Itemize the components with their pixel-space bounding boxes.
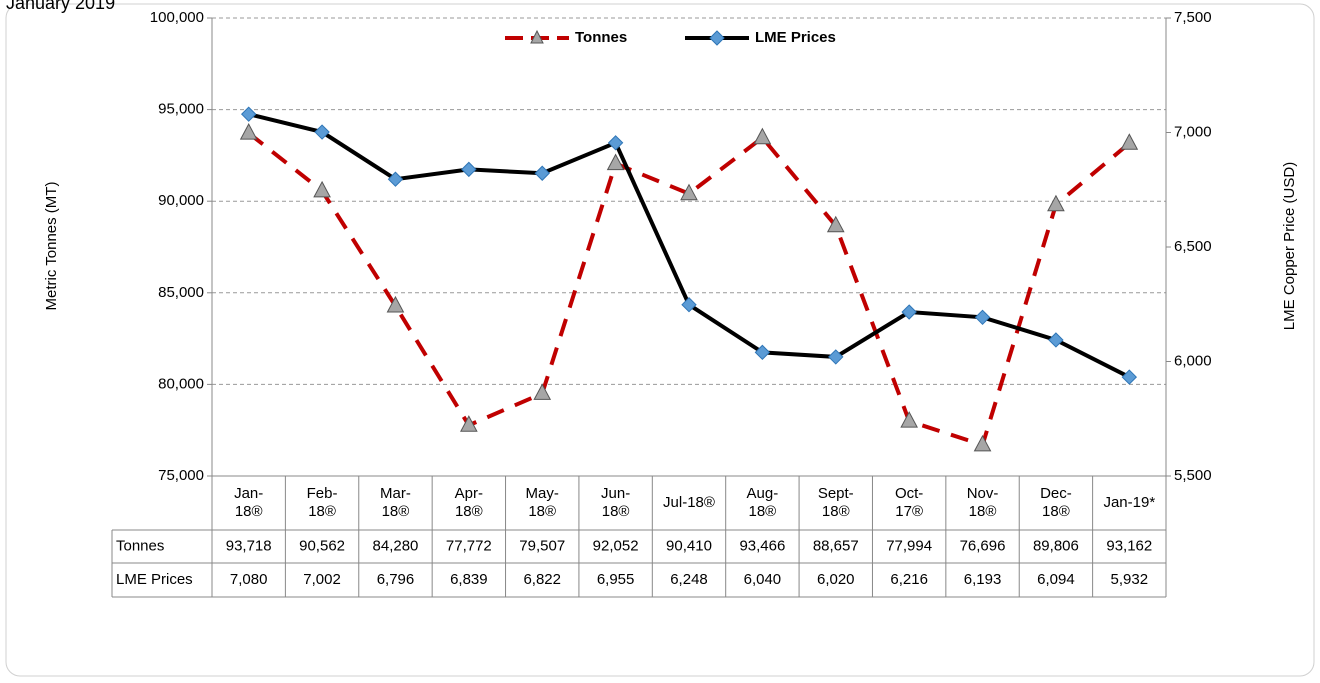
table-cell: 84,280 bbox=[373, 537, 419, 554]
y2-tick-label: 7,000 bbox=[1174, 123, 1212, 140]
y-tick-label: 75,000 bbox=[158, 467, 204, 484]
triangle-marker bbox=[239, 123, 258, 140]
y2-axis-title: LME Copper Price (USD) bbox=[1281, 162, 1298, 330]
table-cell: 93,718 bbox=[226, 537, 272, 554]
y-tick-label: 85,000 bbox=[158, 284, 204, 301]
triangle-marker bbox=[533, 383, 552, 400]
diamond-marker bbox=[461, 161, 477, 178]
y-tick-label: 90,000 bbox=[158, 192, 204, 209]
diamond-marker bbox=[681, 297, 697, 313]
x-tick-label: Apr-18® bbox=[455, 485, 483, 520]
table-row-label: Tonnes bbox=[116, 537, 164, 554]
series-line bbox=[248, 112, 1131, 379]
table-cell: 77,772 bbox=[446, 537, 492, 554]
x-tick-label: Mar-18® bbox=[380, 485, 411, 520]
x-tick-label: Jan-19* bbox=[1103, 494, 1155, 511]
diamond-marker bbox=[534, 165, 550, 181]
table-cell: 93,466 bbox=[739, 537, 785, 554]
triangle-marker bbox=[826, 215, 845, 233]
triangle-marker bbox=[900, 411, 918, 428]
legend-label: LME Prices bbox=[755, 29, 836, 46]
table-cell: 90,562 bbox=[299, 537, 345, 554]
y-tick-label: 80,000 bbox=[158, 375, 204, 392]
triangle-marker bbox=[680, 183, 698, 201]
x-tick-label: Sept-18® bbox=[818, 485, 854, 520]
diamond-marker bbox=[314, 124, 330, 140]
diamond-marker bbox=[974, 309, 991, 326]
triangle-marker bbox=[313, 180, 331, 198]
table-cell: 6,216 bbox=[890, 571, 928, 588]
table-cell: 6,094 bbox=[1037, 571, 1075, 588]
x-tick-label: Jun-18® bbox=[601, 485, 630, 520]
table-cell: 6,248 bbox=[670, 571, 708, 588]
table-cell: 92,052 bbox=[593, 537, 639, 554]
diamond-marker bbox=[1121, 369, 1138, 385]
x-tick-label: May-18® bbox=[526, 485, 559, 520]
chart-title: January 2019 bbox=[6, 0, 115, 13]
table-cell: 6,796 bbox=[377, 571, 415, 588]
table-cell: 6,193 bbox=[964, 571, 1002, 588]
frame bbox=[5, 3, 1315, 677]
table-cell: 6,839 bbox=[450, 571, 488, 588]
triangle-marker bbox=[753, 127, 772, 145]
y-tick-label: 100,000 bbox=[150, 9, 204, 26]
y-axis-title: Metric Tonnes (MT) bbox=[43, 182, 60, 311]
x-tick-label: Dec-18® bbox=[1040, 485, 1072, 520]
table-cell: 79,507 bbox=[519, 537, 565, 554]
x-tick-label: Nov-18® bbox=[967, 485, 999, 520]
table-cell: 5,932 bbox=[1111, 571, 1149, 588]
diamond-marker bbox=[1048, 332, 1064, 348]
y2-tick-label: 6,500 bbox=[1174, 238, 1212, 255]
x-tick-label: Oct-17® bbox=[895, 485, 923, 520]
x-tick-label: Jul-18® bbox=[663, 494, 715, 511]
diamond-marker bbox=[387, 171, 404, 187]
y2-tick-label: 5,500 bbox=[1174, 467, 1212, 484]
series-line bbox=[247, 131, 1131, 448]
table-cell: 6,955 bbox=[597, 571, 635, 588]
table-cell: 7,002 bbox=[303, 571, 341, 588]
diamond-marker bbox=[754, 344, 771, 361]
diamond-marker bbox=[901, 304, 917, 320]
triangle-marker bbox=[1120, 133, 1139, 150]
diamond-marker bbox=[828, 349, 844, 365]
legend-marker bbox=[530, 29, 544, 44]
table-cell: 90,410 bbox=[666, 537, 712, 554]
y2-tick-label: 7,500 bbox=[1174, 9, 1212, 26]
legend-marker bbox=[709, 30, 725, 46]
table-cell: 89,806 bbox=[1033, 537, 1079, 554]
table-cell: 6,020 bbox=[817, 571, 855, 588]
diamond-marker bbox=[240, 106, 257, 122]
x-tick-label: Aug-18® bbox=[747, 485, 779, 520]
triangle-marker bbox=[460, 415, 478, 432]
y2-tick-label: 6,000 bbox=[1174, 352, 1212, 369]
table-cell: 93,162 bbox=[1106, 537, 1152, 554]
table-cell: 76,696 bbox=[960, 537, 1006, 554]
triangle-marker bbox=[606, 153, 625, 171]
x-tick-label: Jan-18® bbox=[234, 485, 263, 520]
table-cell: 7,080 bbox=[230, 571, 268, 588]
table-cell: 6,040 bbox=[744, 571, 782, 588]
triangle-marker bbox=[386, 295, 405, 313]
table-cell: 88,657 bbox=[813, 537, 859, 554]
table-row-label: LME Prices bbox=[116, 571, 193, 588]
table-cell: 6,822 bbox=[523, 571, 561, 588]
diamond-marker bbox=[607, 135, 624, 151]
table-cell: 77,994 bbox=[886, 537, 932, 554]
triangle-marker bbox=[973, 434, 992, 452]
legend-label: Tonnes bbox=[575, 29, 627, 46]
y-tick-label: 95,000 bbox=[158, 101, 204, 118]
x-tick-label: Feb-18® bbox=[307, 485, 338, 520]
triangle-marker bbox=[1047, 194, 1065, 212]
